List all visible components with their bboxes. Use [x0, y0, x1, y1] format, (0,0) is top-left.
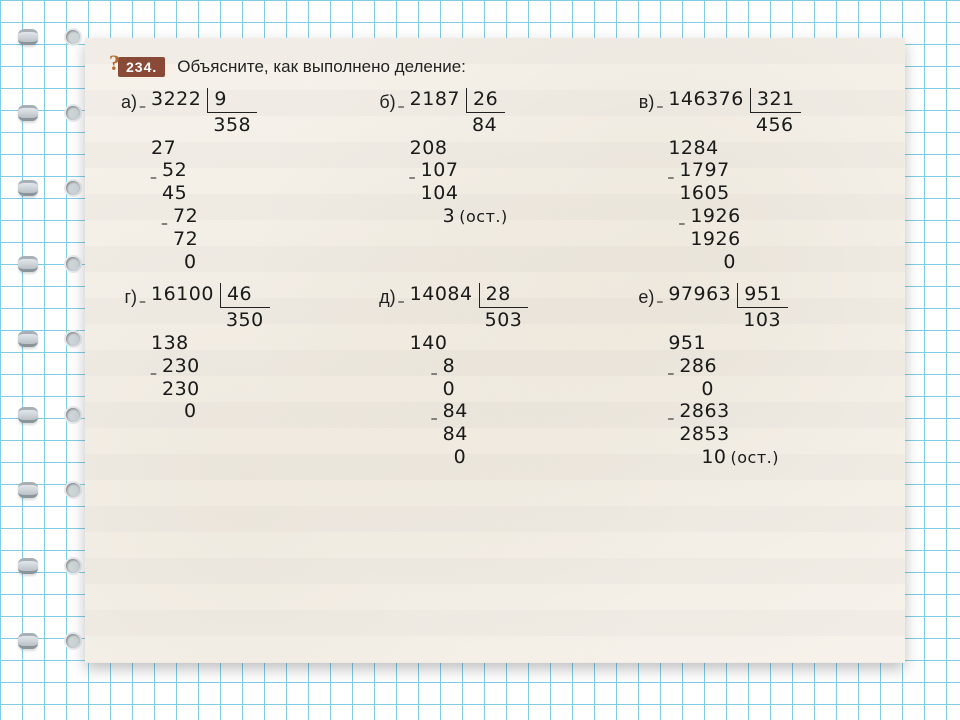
quotient: 350: [220, 308, 270, 332]
subtrahend: 1926: [690, 228, 740, 251]
subtrahend: 2853: [679, 423, 729, 446]
long-division: 3222935827524572720: [141, 88, 257, 273]
partial-remainder: 72: [173, 205, 198, 228]
long-division: 16100463501382302300: [141, 283, 270, 423]
subtrahend: 138: [151, 332, 189, 355]
remainder-label: (ост.): [731, 448, 779, 467]
quotient: 84: [466, 113, 505, 137]
textbook-page: ? 234. Объясните, как выполнено деление:…: [85, 38, 905, 663]
subtrahend: 84: [443, 423, 468, 446]
dividend: 16100: [151, 283, 214, 306]
subtrahend: 1605: [679, 182, 729, 205]
long-division: 9796395110395128602863285310(ост.): [658, 283, 788, 468]
subtrahend: 104: [421, 182, 459, 205]
subtrahend: 27: [151, 137, 176, 160]
partial-remainder: 8: [443, 355, 456, 378]
quotient: 503: [479, 308, 529, 332]
divisor: 26: [466, 88, 505, 113]
divisor: 46: [220, 283, 270, 308]
subtrahend: 45: [162, 182, 187, 205]
final-remainder: 0: [668, 251, 736, 274]
remainder-label: (ост.): [459, 207, 507, 226]
task-number: 234.: [118, 57, 165, 77]
problem-label: в): [626, 88, 654, 113]
task-badge: ? 234.: [109, 56, 165, 78]
subtrahend: 72: [173, 228, 198, 251]
problem-e: е)9796395110395128602863285310(ост.): [626, 283, 881, 468]
problem-label: а): [109, 88, 137, 113]
divisor: 951: [737, 283, 788, 308]
problems-grid: а)3222935827524572720б)21872684208107104…: [109, 88, 881, 469]
dividend: 14084: [410, 283, 473, 306]
partial-remainder: 286: [679, 355, 717, 378]
final-remainder: 0: [151, 400, 197, 423]
partial-remainder: 1926: [690, 205, 740, 228]
partial-remainder: 84: [443, 400, 468, 423]
quotient: 456: [750, 113, 801, 137]
subtrahend: 0: [701, 378, 714, 401]
long-division: 14084285031408084840: [400, 283, 529, 468]
problem-d: д)14084285031408084840: [368, 283, 623, 468]
long-division: 2187 2684 2081071043(ост.): [400, 88, 508, 228]
dividend: 3222: [151, 88, 201, 111]
problem-b: б) 2187 2684 2081071043(ост.): [368, 88, 623, 273]
partial-remainder: 107: [421, 159, 459, 182]
dividend: 146376: [668, 88, 744, 111]
problem-a: а)3222935827524572720: [109, 88, 364, 273]
partial-remainder: 1797: [679, 159, 729, 182]
question-mark-icon: ?: [109, 50, 120, 76]
dividend: 2187: [410, 88, 460, 111]
final-remainder: 0: [410, 446, 467, 469]
problem-g: г)16100463501382302300: [109, 283, 364, 468]
partial-remainder: 52: [162, 159, 187, 182]
quotient: 358: [207, 113, 257, 137]
problem-label: д): [368, 283, 396, 308]
dividend: 97963: [668, 283, 731, 306]
divisor: 321: [750, 88, 801, 113]
task-text: Объясните, как выполнено деление:: [177, 57, 466, 77]
quotient: 103: [737, 308, 788, 332]
subtrahend: 230: [162, 378, 200, 401]
problem-label: г): [109, 283, 137, 308]
divisor: 9: [207, 88, 257, 113]
subtrahend: 208: [410, 137, 448, 160]
final-remainder: 0: [151, 251, 197, 274]
subtrahend: 1284: [668, 137, 718, 160]
subtrahend: 0: [443, 378, 456, 401]
long-division: 146376321456128417971605192619260: [658, 88, 800, 273]
final-remainder: 10: [701, 446, 726, 469]
subtrahend: 951: [668, 332, 706, 355]
partial-remainder: 2863: [679, 400, 729, 423]
problem-label: е): [626, 283, 654, 308]
problem-c: в)146376321456128417971605192619260: [626, 88, 881, 273]
partial-remainder: 230: [162, 355, 200, 378]
final-remainder: 3: [443, 205, 456, 228]
task-header: ? 234. Объясните, как выполнено деление:: [109, 56, 881, 78]
problem-label: б): [368, 88, 396, 113]
subtrahend: 140: [410, 332, 448, 355]
divisor: 28: [479, 283, 529, 308]
